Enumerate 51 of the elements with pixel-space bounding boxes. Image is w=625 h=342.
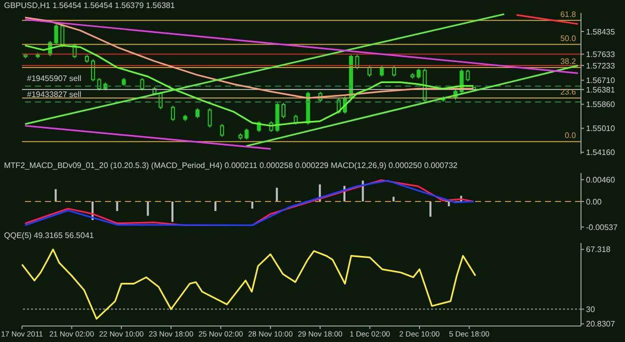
y-tick-label: 1.56710 — [586, 76, 616, 86]
candlestick — [196, 108, 200, 119]
line-series — [24, 16, 474, 99]
y-tick-label: 1.58435 — [586, 27, 616, 36]
candlestick — [282, 102, 286, 119]
candlestick — [466, 69, 470, 82]
annotation: 61.8 — [560, 10, 576, 20]
chart-title: MTF2_MACD_BDv09_01_20 (10.20.5.3) (MACD_Period_H4) 0.000211 0.000258 0.000229 MACD(12,26,9) 0.000250 0.000732 — [4, 161, 458, 170]
candlestick — [97, 77, 102, 91]
y-tick-label: 1.57633 — [586, 50, 616, 60]
candlestick — [416, 68, 421, 80]
candlestick — [170, 105, 175, 122]
y-tick-label: 1.54160 — [586, 148, 616, 158]
chart-title: GBPUSD,H1 1.56454 1.56454 1.56379 1.56381 — [4, 1, 175, 10]
bar — [171, 202, 174, 222]
y-tick-label: 30 — [586, 305, 596, 314]
y-tick-label: 0.00 — [586, 197, 602, 206]
y-tick-label: 1.56381 — [586, 85, 616, 94]
bar — [276, 188, 278, 202]
annotation: 50.0 — [560, 34, 576, 44]
bar — [251, 202, 254, 209]
candlestick — [54, 24, 58, 45]
candlestick — [380, 65, 384, 78]
y-tick-label: -0.00537 — [586, 222, 618, 232]
candlestick — [91, 58, 96, 82]
candlestick — [244, 128, 249, 140]
candlestick — [220, 124, 224, 138]
candlestick — [392, 65, 396, 78]
y-tick-label: 1.57233 — [586, 61, 616, 70]
line-series — [21, 248, 476, 320]
bar — [54, 189, 57, 202]
chart-title: QQE(5) 49.3165 56.5041 — [4, 231, 94, 240]
y-tick-label: 20.8307 — [586, 320, 616, 329]
ref-line-label: #19433827 sell — [27, 90, 82, 100]
bar — [429, 202, 432, 217]
bar — [214, 202, 216, 211]
y-tick-label: 0.00460 — [586, 175, 616, 184]
ref-line-label: #19455907 sell — [27, 74, 82, 84]
bar — [362, 180, 364, 202]
annotation: 38.2 — [560, 57, 576, 66]
candlestick — [140, 77, 144, 91]
annotation: 0.0 — [564, 131, 576, 140]
y-tick-label: 1.55010 — [586, 124, 616, 134]
candlestick — [208, 108, 212, 128]
candlestick — [368, 65, 372, 78]
bar — [392, 196, 395, 202]
annotation: 23.6 — [560, 88, 576, 97]
y-tick-label: 67.318 — [586, 245, 612, 254]
bar — [146, 202, 149, 216]
bar — [116, 202, 118, 211]
y-tick-label: 1.55860 — [586, 100, 616, 110]
